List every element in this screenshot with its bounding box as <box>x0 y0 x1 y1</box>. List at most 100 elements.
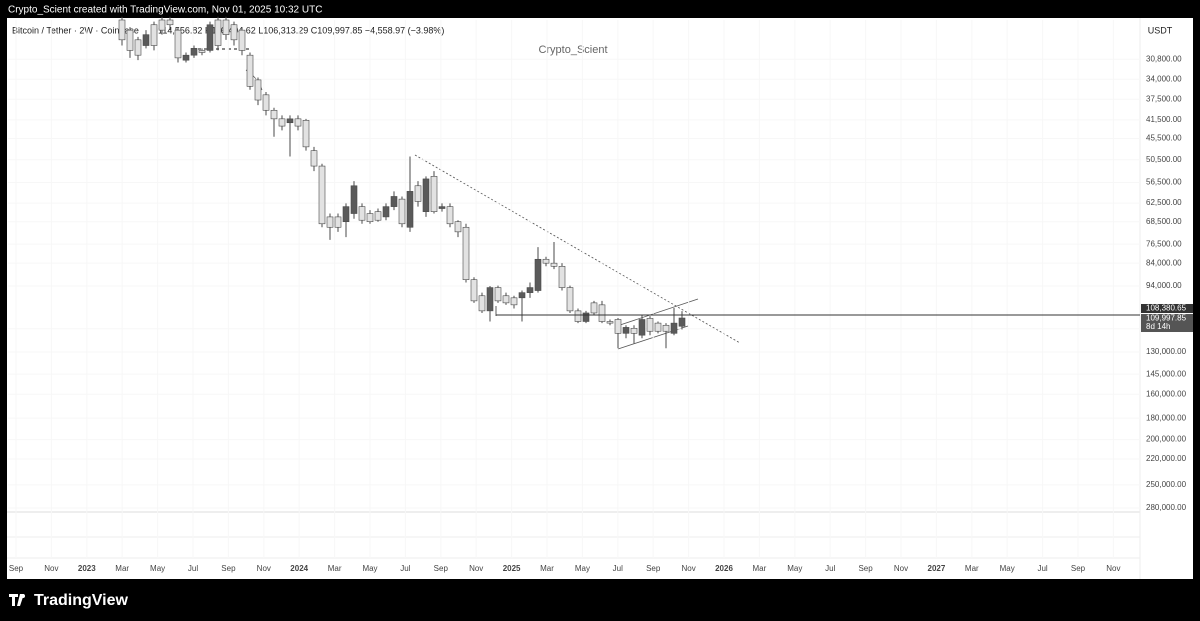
candle-body <box>494 287 502 302</box>
x-tick-label: Nov <box>257 564 271 573</box>
candle-body <box>398 198 406 225</box>
y-tick-label: 62,500.00 <box>1146 198 1182 207</box>
candle-body <box>374 211 382 221</box>
y-tick-label: 130,000.00 <box>1146 347 1187 356</box>
candle-body <box>566 287 574 312</box>
candle-body <box>470 279 478 302</box>
candle-body <box>606 321 614 324</box>
candle-body <box>238 29 246 51</box>
trend-line <box>414 154 741 344</box>
candle-body <box>486 287 494 312</box>
candle-body <box>230 24 238 41</box>
candle-body <box>414 185 422 202</box>
y-tick-label: 76,500.00 <box>1146 239 1182 248</box>
x-tick-label: May <box>362 564 377 573</box>
candle-body <box>406 191 414 228</box>
candle-body <box>390 196 398 207</box>
x-tick-label: Sep <box>221 564 236 573</box>
candle-body <box>262 94 270 111</box>
candle-body <box>174 29 182 59</box>
candle-body <box>342 206 350 223</box>
x-tick-label: Sep <box>434 564 449 573</box>
candle-body <box>582 312 590 322</box>
candle-body <box>254 79 262 101</box>
candle-body <box>454 221 462 233</box>
y-tick-label: 145,000.00 <box>1146 369 1187 378</box>
candle-body <box>630 327 638 334</box>
y-tick-label: 220,000.00 <box>1146 454 1187 463</box>
x-tick-label: May <box>150 564 165 573</box>
candle-body <box>318 165 326 225</box>
y-tick-label: 30,800.00 <box>1146 54 1182 63</box>
x-tick-label: Mar <box>753 564 767 573</box>
candle-body <box>382 206 390 218</box>
candle-body <box>214 19 222 46</box>
x-tick-label: Nov <box>469 564 483 573</box>
x-tick-label: May <box>575 564 590 573</box>
candle-body <box>614 319 622 334</box>
candle-body <box>198 50 206 53</box>
x-tick-label: 2025 <box>503 564 521 573</box>
x-tick-label: Mar <box>115 564 129 573</box>
x-tick-label: Jul <box>400 564 410 573</box>
x-tick-label: 2027 <box>928 564 946 573</box>
x-tick-label: Sep <box>9 564 24 573</box>
x-tick-label: Nov <box>1106 564 1120 573</box>
y-tick-label: 84,000.00 <box>1146 258 1182 267</box>
chart-panel <box>7 18 1193 579</box>
y-tick-label: 160,000.00 <box>1146 389 1187 398</box>
price-line-tag <box>1141 303 1193 313</box>
y-tick-label: 45,500.00 <box>1146 134 1182 143</box>
candle-body <box>462 226 470 280</box>
x-tick-label: Jul <box>188 564 198 573</box>
candle-body <box>662 324 670 332</box>
candle-body <box>150 24 158 46</box>
candle-body <box>134 39 142 56</box>
logo-mark <box>9 594 24 606</box>
candle-body <box>278 118 286 127</box>
candle-body <box>430 176 438 212</box>
candle-body <box>558 266 566 288</box>
candle-body <box>358 206 366 221</box>
x-tick-label: Nov <box>44 564 58 573</box>
y-tick-label: 41,500.00 <box>1146 115 1182 124</box>
candle-body <box>182 54 190 61</box>
x-tick-label: 2023 <box>78 564 96 573</box>
candle-body <box>118 19 126 41</box>
candle-body <box>286 118 294 124</box>
candle-body <box>126 29 134 51</box>
countdown: 8d 14h <box>1146 322 1170 331</box>
candle-body <box>502 295 510 304</box>
candle-body <box>246 54 254 87</box>
credit: Crypto_Scient created with TradingView.c… <box>8 5 322 16</box>
x-tick-label: Nov <box>681 564 695 573</box>
candle-body <box>510 297 518 306</box>
x-tick-label: May <box>1000 564 1015 573</box>
candle-body <box>350 185 358 214</box>
candle-body <box>166 19 174 26</box>
candle-body <box>550 262 558 267</box>
candle-body <box>302 120 310 148</box>
candle-body <box>574 310 582 322</box>
candle-body <box>142 34 150 46</box>
x-tick-label: Sep <box>1071 564 1086 573</box>
candle-body <box>222 19 230 35</box>
logo <box>9 594 25 606</box>
candle-body <box>206 24 214 51</box>
candle-body <box>366 213 374 223</box>
y-tick-label: 280,000.00 <box>1146 503 1187 512</box>
x-tick-label: 2026 <box>715 564 733 573</box>
ohlc: O114,556.82 H116,404.62 L106,313.29 C109… <box>151 25 444 35</box>
candle-body <box>534 258 542 291</box>
x-tick-label: 2024 <box>290 564 308 573</box>
symbol: Bitcoin / Tether · 2W · Coinbase <box>12 25 139 35</box>
candle-body <box>678 317 686 327</box>
candle-body <box>670 322 678 334</box>
y-tick-label: 180,000.00 <box>1146 413 1187 422</box>
candle-body <box>326 216 334 228</box>
x-tick-label: Jul <box>1037 564 1047 573</box>
candle-body <box>478 295 486 312</box>
x-tick-label: Mar <box>328 564 342 573</box>
